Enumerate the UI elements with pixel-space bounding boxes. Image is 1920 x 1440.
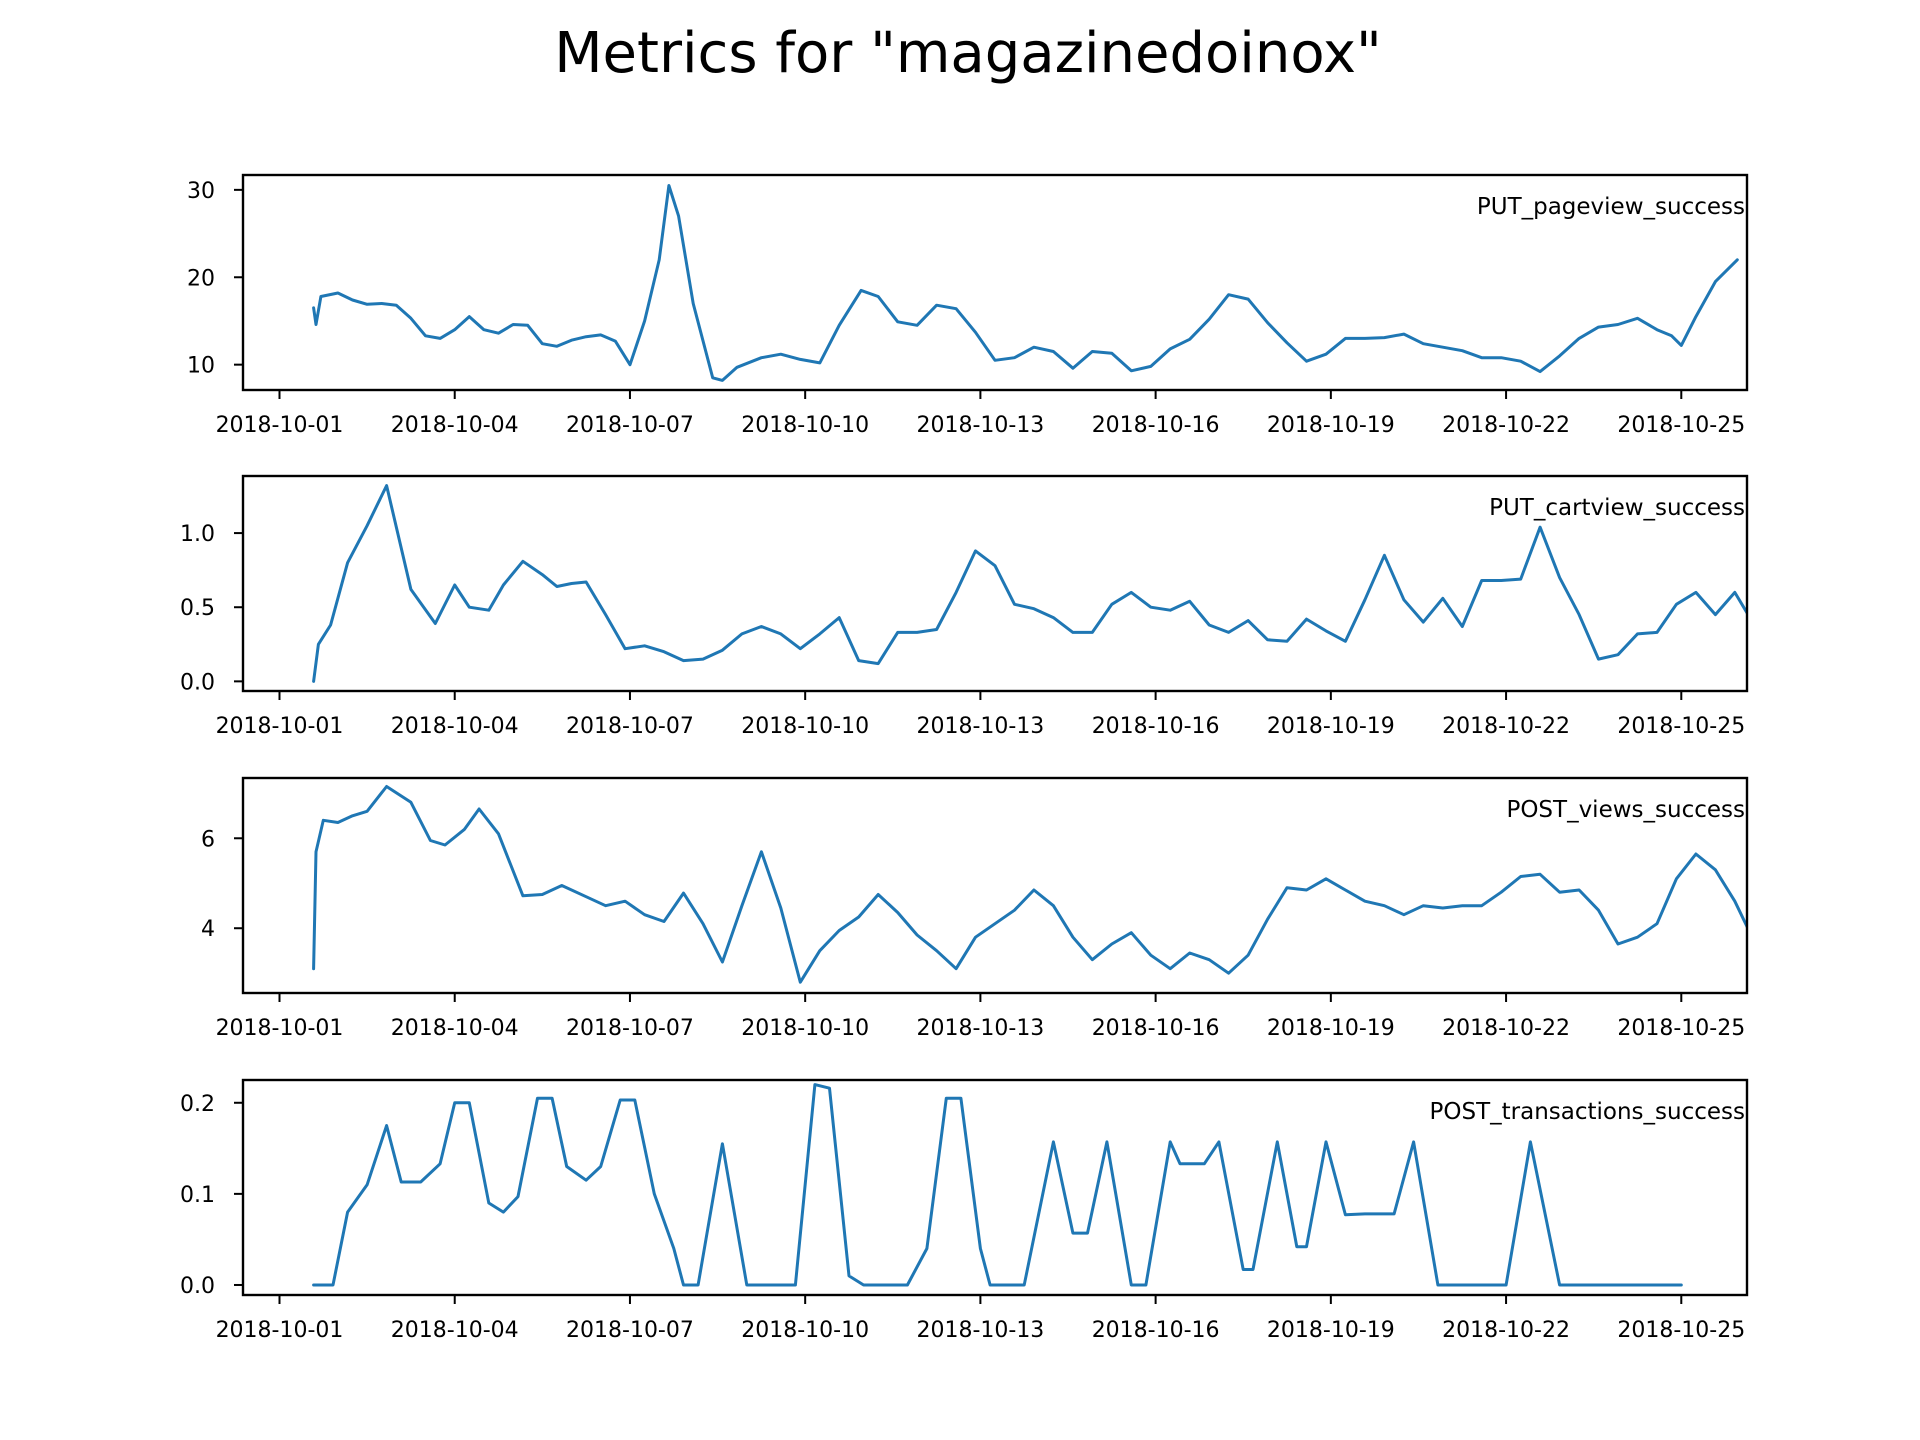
x-tick-label: 2018-10-13 (916, 1016, 1044, 1041)
x-tick-label: 2018-10-22 (1442, 1318, 1570, 1343)
y-tick-label: 10 (187, 354, 215, 379)
x-tick-label: 2018-10-16 (1092, 1318, 1220, 1343)
figure-title: Metrics for "magazinedoinox" (554, 21, 1382, 86)
x-tick-label: 2018-10-19 (1267, 1318, 1395, 1343)
series-label: POST_views_success (1506, 797, 1745, 823)
x-tick-label: 2018-10-10 (741, 413, 869, 438)
series-line-1 (312, 785, 1747, 984)
x-tick-label: 2018-10-01 (216, 413, 344, 438)
y-tick-label: 4 (201, 917, 215, 942)
x-tick-label: 2018-10-19 (1267, 714, 1395, 739)
x-tick-label: 2018-10-25 (1617, 413, 1745, 438)
x-tick-label: 2018-10-10 (741, 714, 869, 739)
x-tick-label: 2018-10-16 (1092, 413, 1220, 438)
y-tick-label: 1.0 (180, 522, 215, 547)
axes-frame (241, 1078, 1749, 1297)
x-tick-label: 2018-10-13 (916, 1318, 1044, 1343)
x-tick-label: 2018-10-22 (1442, 413, 1570, 438)
subplot-2: 2018-10-01 2018-10-04 2018-10-07 2018-10-10… (180, 474, 1749, 739)
series-label: PUT_cartview_success (1489, 495, 1745, 521)
x-tick-label: 2018-10-04 (391, 714, 519, 739)
x-tick-label: 2018-10-07 (566, 714, 694, 739)
x-tick-label: 2018-10-25 (1617, 1016, 1745, 1041)
y-tick-label: 0.2 (180, 1092, 215, 1117)
series-label: POST_transactions_success (1430, 1099, 1746, 1125)
x-tick-label: 2018-10-25 (1617, 1318, 1745, 1343)
x-tick-label: 2018-10-16 (1092, 714, 1220, 739)
axes-frame (241, 776, 1749, 995)
x-tick-label: 2018-10-01 (216, 1318, 344, 1343)
x-tick-label: 2018-10-19 (1267, 1016, 1395, 1041)
x-tick-label: 2018-10-04 (391, 1016, 519, 1041)
x-tick-label: 2018-10-10 (741, 1318, 869, 1343)
y-tick-label: 30 (187, 179, 215, 204)
y-tick-label: 20 (187, 266, 215, 291)
x-tick-label: 2018-10-19 (1267, 413, 1395, 438)
series-label: PUT_pageview_success (1477, 194, 1745, 220)
x-tick-label: 2018-10-22 (1442, 1016, 1570, 1041)
x-tick-label: 2018-10-07 (566, 413, 694, 438)
y-tick-label: 6 (201, 827, 215, 852)
series-line-1 (312, 484, 1747, 683)
x-tick-label: 2018-10-04 (391, 413, 519, 438)
y-tick-label: 0.5 (180, 596, 215, 621)
y-tick-label: 0.0 (180, 670, 215, 695)
x-tick-label: 2018-10-01 (216, 714, 344, 739)
y-tick-label: 0.0 (180, 1274, 215, 1299)
subplot-4: 2018-10-01 2018-10-04 2018-10-07 2018-10-10… (180, 1078, 1749, 1343)
x-tick-label: 2018-10-10 (741, 1016, 869, 1041)
axes-frame (241, 173, 1749, 392)
x-tick-label: 2018-10-04 (391, 1318, 519, 1343)
x-tick-label: 2018-10-07 (566, 1318, 694, 1343)
subplot-3: 2018-10-01 2018-10-04 2018-10-07 2018-10-10… (201, 776, 1749, 1041)
x-tick-label: 2018-10-01 (216, 1016, 344, 1041)
y-tick-label: 0.1 (180, 1183, 215, 1208)
subplot-panels: 2018-10-01 2018-10-04 2018-10-07 2018-10-10… (180, 173, 1749, 1343)
x-tick-label: 2018-10-07 (566, 1016, 694, 1041)
series-line-1 (312, 1083, 1683, 1287)
x-tick-label: 2018-10-25 (1617, 714, 1745, 739)
x-tick-label: 2018-10-13 (916, 413, 1044, 438)
axes-frame (241, 474, 1749, 693)
subplot-1: 2018-10-01 2018-10-04 2018-10-07 2018-10-10… (187, 173, 1749, 438)
series-line-1 (312, 184, 1739, 382)
x-tick-label: 2018-10-22 (1442, 714, 1570, 739)
x-tick-label: 2018-10-16 (1092, 1016, 1220, 1041)
x-tick-label: 2018-10-13 (916, 714, 1044, 739)
